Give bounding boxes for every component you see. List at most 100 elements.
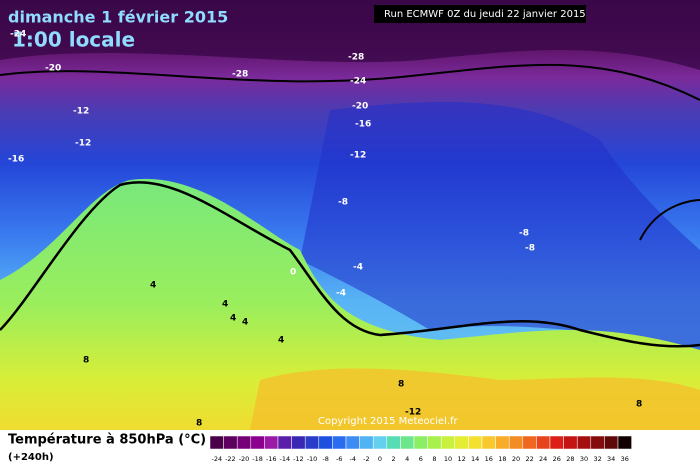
warm-area <box>250 368 700 430</box>
scale-label: -6 <box>336 455 342 463</box>
scale-label: 26 <box>553 455 561 463</box>
run-box <box>374 5 586 23</box>
scale-swatch <box>440 435 456 450</box>
copyright: Copyright 2015 Meteociel.fr <box>318 416 459 427</box>
scale-swatch <box>359 435 374 450</box>
scale-label: 0 <box>378 455 382 463</box>
contour-label: -8 <box>525 244 535 254</box>
contour-label: 8 <box>83 356 89 366</box>
scale-label: 10 <box>444 455 452 463</box>
scale-swatch <box>576 435 592 450</box>
scale-swatch <box>277 435 292 450</box>
scale-label: 2 <box>392 455 396 463</box>
contour-label: -16 <box>8 155 24 165</box>
cold-area <box>300 101 700 350</box>
scale-label: 22 <box>525 455 533 463</box>
scale-label: 30 <box>580 455 588 463</box>
scale-swatch <box>304 435 320 450</box>
contour-label: -12 <box>75 139 91 149</box>
contour-label: 4 <box>230 314 236 324</box>
mild-area <box>0 178 700 430</box>
scale-swatch <box>427 435 442 450</box>
contour-label: -4 <box>353 263 363 273</box>
scale-label: 28 <box>566 455 574 463</box>
scale-swatch <box>563 435 578 450</box>
isotherm <box>0 63 700 101</box>
scale-label: -24 <box>211 455 222 463</box>
scale-swatch <box>223 435 238 450</box>
scale-label: -4 <box>350 455 356 463</box>
scale-swatch <box>250 435 265 450</box>
scale-label: 36 <box>621 455 629 463</box>
scale-swatch <box>481 435 496 450</box>
contour-label: -20 <box>45 64 61 74</box>
scale-label: 16 <box>485 455 493 463</box>
scale-label: -12 <box>293 455 304 463</box>
scale-swatch <box>617 435 632 450</box>
scale-label: 24 <box>539 455 547 463</box>
scale-label: 14 <box>471 455 479 463</box>
contour-label: -8 <box>338 198 348 208</box>
scale-swatch <box>508 435 524 450</box>
scale-swatch <box>522 435 537 450</box>
scale-label: -22 <box>225 455 236 463</box>
contour-label: 8 <box>636 400 642 410</box>
date: dimanche 1 février 2015 <box>8 8 228 27</box>
scale-swatch <box>209 435 224 450</box>
contour-label: -24 <box>10 30 26 40</box>
scale-swatch <box>468 435 483 450</box>
scale-label: -18 <box>252 455 263 463</box>
contour-label: -24 <box>350 77 366 87</box>
scale-swatch <box>495 435 510 450</box>
legend-title: Température à 850hPa (°C) <box>8 433 206 448</box>
scale-label: 6 <box>419 455 423 463</box>
scale-label: 4 <box>405 455 409 463</box>
scale-swatch <box>264 435 279 450</box>
scale-swatch <box>413 435 428 450</box>
scale-swatch <box>549 435 564 450</box>
scale-swatch <box>291 435 306 450</box>
scale-label: -8 <box>322 455 328 463</box>
run-info: Run ECMWF 0Z du jeudi 22 janvier 2015 <box>384 9 586 20</box>
scale-label: -10 <box>307 455 318 463</box>
scale-label: 20 <box>512 455 520 463</box>
scale-swatch <box>604 435 619 450</box>
contour-label: -16 <box>355 120 371 130</box>
contour-label: 8 <box>196 419 202 429</box>
contour-label: 4 <box>222 300 228 310</box>
isotherm <box>639 199 700 241</box>
scale-swatch <box>372 435 388 450</box>
scale-label: -2 <box>363 455 369 463</box>
contour-label: 4 <box>150 281 156 291</box>
contour-label: 4 <box>278 336 284 346</box>
scale-swatch <box>536 435 551 450</box>
scale-label: 12 <box>457 455 465 463</box>
contour-label: -20 <box>352 102 368 112</box>
scale-swatch <box>400 435 415 450</box>
contour-label: 0 <box>290 268 296 278</box>
contour-label: 8 <box>398 380 404 390</box>
contour-label: -12 <box>73 107 89 117</box>
scale-swatch <box>345 435 360 450</box>
scale-label: 18 <box>498 455 506 463</box>
contour-label: -28 <box>232 70 248 80</box>
scale-label: -16 <box>266 455 277 463</box>
scale-swatch <box>332 435 347 450</box>
legend-lead: (+240h) <box>8 452 54 463</box>
scale-swatch <box>318 435 333 450</box>
scale-swatch <box>454 435 469 450</box>
scale-swatch <box>590 435 605 450</box>
contour-label: -8 <box>519 229 529 239</box>
scale-label: 32 <box>593 455 601 463</box>
scale-label: -14 <box>279 455 290 463</box>
contour-label: -12 <box>350 151 366 161</box>
scale-label: 34 <box>607 455 615 463</box>
isotherm-zero <box>0 181 700 348</box>
scale-swatch <box>386 435 401 450</box>
scale-label: 8 <box>432 455 436 463</box>
contour-label: -28 <box>348 53 364 63</box>
contour-label: 4 <box>242 318 248 328</box>
contour-label: -4 <box>336 289 346 299</box>
scale-label: -20 <box>239 455 250 463</box>
